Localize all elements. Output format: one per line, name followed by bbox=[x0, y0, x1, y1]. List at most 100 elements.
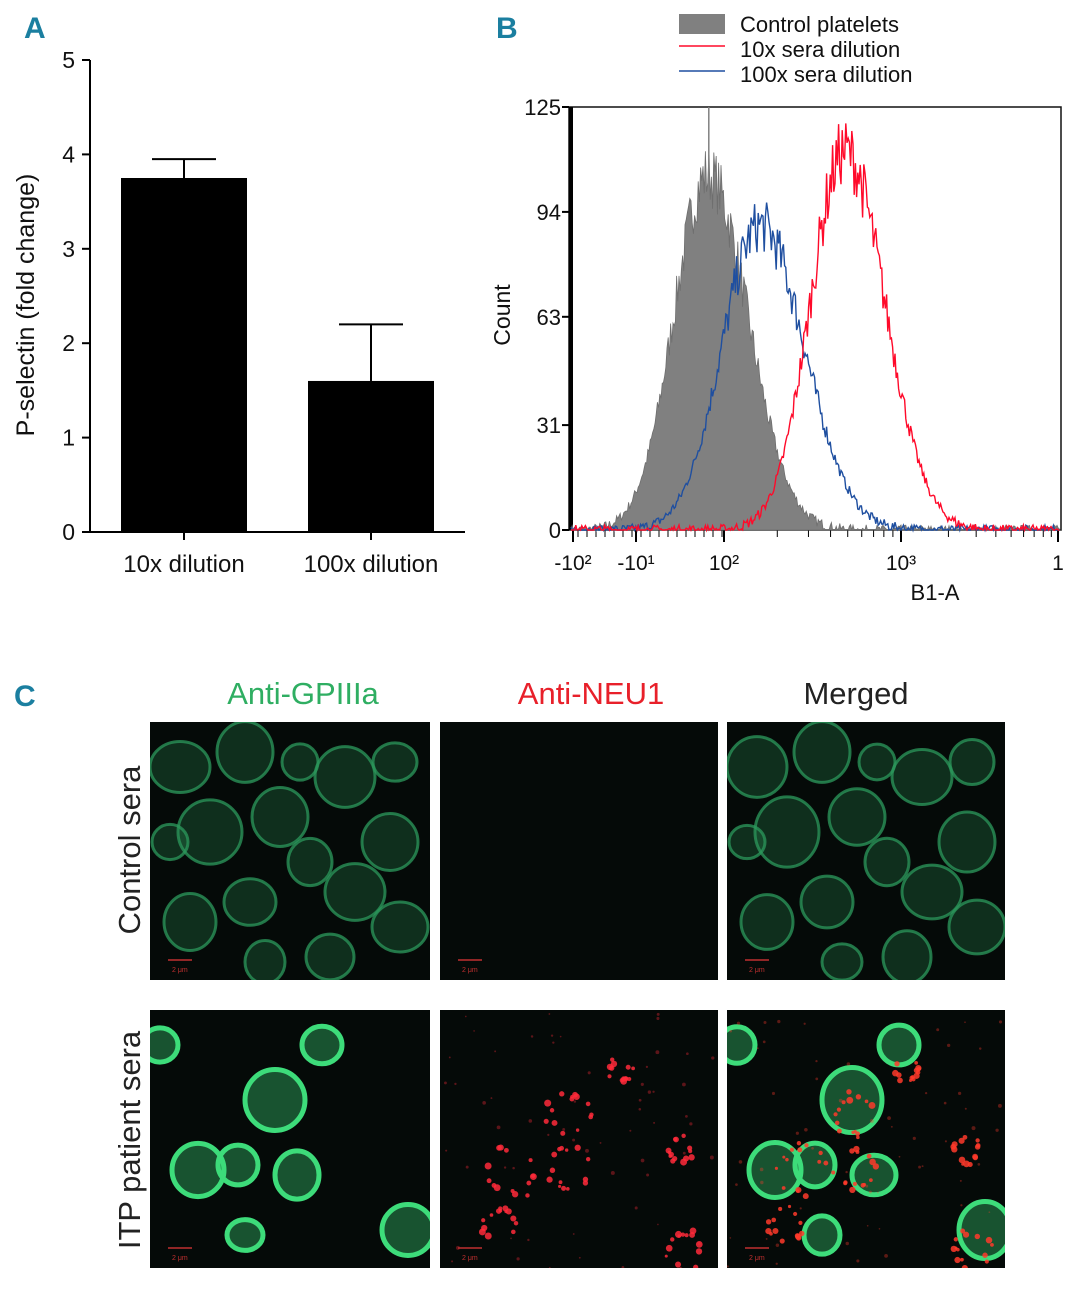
neu1-signal bbox=[670, 1158, 676, 1164]
micro-itp-merged: 2 μm bbox=[727, 1010, 1005, 1268]
neu1-signal bbox=[985, 1236, 993, 1244]
neu1-signal bbox=[623, 1076, 629, 1082]
neu1-signal bbox=[774, 1166, 778, 1170]
background-speck bbox=[653, 1121, 656, 1124]
neu1-signal bbox=[958, 1137, 965, 1144]
background-speck bbox=[638, 1107, 642, 1111]
cell bbox=[299, 1023, 345, 1067]
neu1-signal bbox=[856, 1135, 860, 1140]
neu1-signal bbox=[818, 1150, 823, 1156]
neu1-signal bbox=[778, 1206, 783, 1212]
neu1-signal bbox=[954, 1256, 961, 1264]
background-speck bbox=[686, 1052, 689, 1056]
background-speck bbox=[572, 1233, 575, 1235]
row-label-control-sera: Control sera bbox=[112, 765, 147, 935]
micro-control-gpiiia: 2 μm bbox=[150, 722, 430, 980]
background-speck bbox=[451, 1260, 454, 1263]
neu1-signal bbox=[894, 1061, 900, 1067]
neu1-signal bbox=[585, 1156, 591, 1162]
neu1-signal bbox=[951, 1146, 958, 1153]
background-speck bbox=[682, 1151, 686, 1155]
count-axis-label: Count bbox=[489, 284, 515, 346]
background-speck bbox=[512, 1166, 515, 1170]
cell bbox=[215, 1142, 261, 1188]
background-speck bbox=[815, 1059, 818, 1063]
neu1-signal bbox=[481, 1224, 488, 1232]
background-speck bbox=[964, 1021, 966, 1024]
neu1-signal bbox=[953, 1237, 958, 1242]
scale-bar-label: 2 μm bbox=[172, 1255, 188, 1262]
background-speck bbox=[979, 1047, 982, 1050]
y-tick-label: 125 bbox=[524, 95, 561, 120]
legend-swatch-control bbox=[679, 14, 725, 34]
background-speck bbox=[527, 1238, 530, 1242]
cell bbox=[881, 929, 933, 980]
background-speck bbox=[997, 1103, 1002, 1108]
neu1-signal bbox=[849, 1186, 856, 1194]
background-speck bbox=[775, 1243, 780, 1247]
background-speck bbox=[599, 1141, 602, 1144]
x-tick-label: 1 bbox=[1052, 552, 1064, 575]
cell bbox=[792, 1140, 838, 1190]
background-speck bbox=[921, 1165, 924, 1168]
background-speck bbox=[448, 1056, 451, 1059]
background-speck bbox=[977, 1163, 981, 1166]
neu1-signal bbox=[975, 1143, 981, 1148]
neu1-signal bbox=[504, 1209, 508, 1214]
y-tick-label: 31 bbox=[537, 413, 561, 438]
neu1-signal bbox=[484, 1162, 492, 1170]
background-speck bbox=[552, 1041, 555, 1044]
background-speck bbox=[610, 1170, 615, 1175]
background-speck bbox=[711, 1056, 715, 1060]
cell bbox=[323, 862, 387, 922]
plot-frame bbox=[568, 106, 1062, 531]
background-speck bbox=[898, 1155, 901, 1158]
column-header-merged: Merged bbox=[803, 676, 909, 711]
neu1-signal bbox=[823, 1160, 829, 1166]
background-speck bbox=[803, 1022, 806, 1025]
neu1-signal bbox=[688, 1154, 695, 1161]
cell bbox=[150, 740, 212, 794]
neu1-signal bbox=[956, 1247, 960, 1252]
neu1-signal bbox=[503, 1147, 509, 1153]
neu1-signal bbox=[664, 1254, 668, 1258]
neu1-signal bbox=[962, 1134, 968, 1140]
background-speck bbox=[865, 1184, 869, 1188]
neu1-signal bbox=[802, 1193, 809, 1200]
background-speck bbox=[621, 1265, 625, 1268]
neu1-signal bbox=[693, 1264, 699, 1268]
background-speck bbox=[868, 1190, 872, 1194]
series-control-platelets bbox=[570, 149, 1061, 532]
background-speck bbox=[936, 1028, 940, 1032]
neu1-signal bbox=[631, 1066, 635, 1071]
neu1-signal bbox=[559, 1091, 565, 1097]
cell bbox=[739, 893, 795, 951]
background-speck bbox=[562, 1128, 566, 1131]
neu1-signal bbox=[804, 1143, 809, 1148]
neu1-signal bbox=[960, 1257, 964, 1262]
neu1-signal bbox=[525, 1193, 530, 1198]
background-speck bbox=[516, 1257, 520, 1261]
neu1-signal bbox=[543, 1118, 549, 1124]
neu1-signal bbox=[787, 1204, 792, 1209]
cell bbox=[371, 741, 419, 783]
neu1-signal bbox=[684, 1233, 689, 1238]
background-speck bbox=[944, 1140, 947, 1143]
neu1-signal bbox=[486, 1178, 492, 1184]
neu1-signal bbox=[549, 1108, 555, 1113]
background-speck bbox=[763, 1020, 767, 1025]
cell bbox=[746, 1140, 804, 1200]
background-speck bbox=[548, 1266, 551, 1268]
background-speck bbox=[656, 1016, 660, 1021]
neu1-signal bbox=[909, 1078, 913, 1082]
background-speck bbox=[775, 1262, 778, 1265]
background-speck bbox=[961, 1258, 965, 1261]
neu1-signal bbox=[610, 1057, 615, 1062]
background-speck bbox=[682, 1082, 686, 1087]
neu1-signal bbox=[689, 1227, 697, 1235]
y-tick-label: 2 bbox=[62, 330, 75, 356]
cell bbox=[753, 795, 821, 869]
background-speck bbox=[646, 1173, 650, 1177]
background-speck bbox=[729, 1029, 733, 1033]
b1a-axis-label: B1-A bbox=[911, 580, 960, 605]
